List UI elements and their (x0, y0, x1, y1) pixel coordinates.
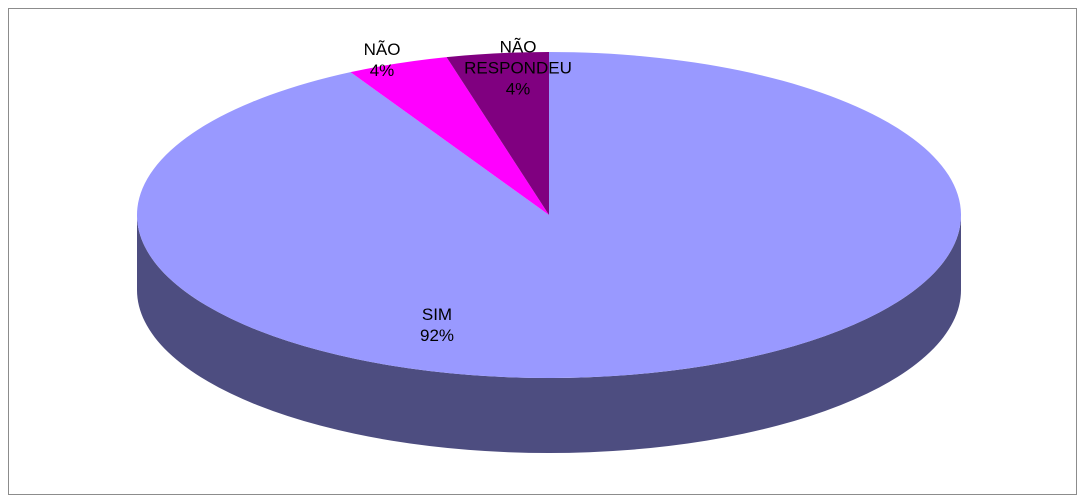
category-label: NÃO RESPONDEU (464, 37, 572, 78)
pie-slice (350, 57, 549, 216)
data-label: NÃO RESPONDEU 4% (463, 37, 573, 100)
pie-slice (446, 52, 549, 215)
data-label: SIM 92% (382, 304, 492, 346)
value-label: 4% (505, 79, 531, 99)
category-label: NÃO (363, 40, 401, 59)
value-label: 92% (419, 326, 455, 345)
category-label: SIM (421, 305, 453, 324)
value-label: 4% (369, 61, 395, 80)
data-label: NÃO 4% (327, 39, 437, 81)
pie-side (137, 215, 961, 453)
pie-slice (136, 52, 961, 378)
